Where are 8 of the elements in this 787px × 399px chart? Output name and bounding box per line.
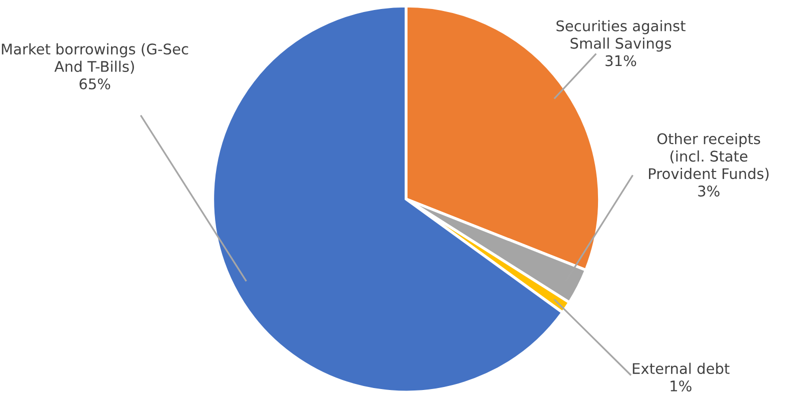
data-label: 3% xyxy=(698,186,720,197)
data-label: 1% xyxy=(670,380,692,392)
slice-label: External debt xyxy=(632,362,730,374)
data-label: 31% xyxy=(606,55,636,66)
data-label: 65% xyxy=(80,78,110,90)
slice-label: Securities against Small Savings xyxy=(556,20,686,52)
slice-label: Market borrowings (G-Sec And T-Bills) xyxy=(2,43,188,74)
slice-label: Other receipts (incl. State Provident Funds) xyxy=(648,132,769,181)
